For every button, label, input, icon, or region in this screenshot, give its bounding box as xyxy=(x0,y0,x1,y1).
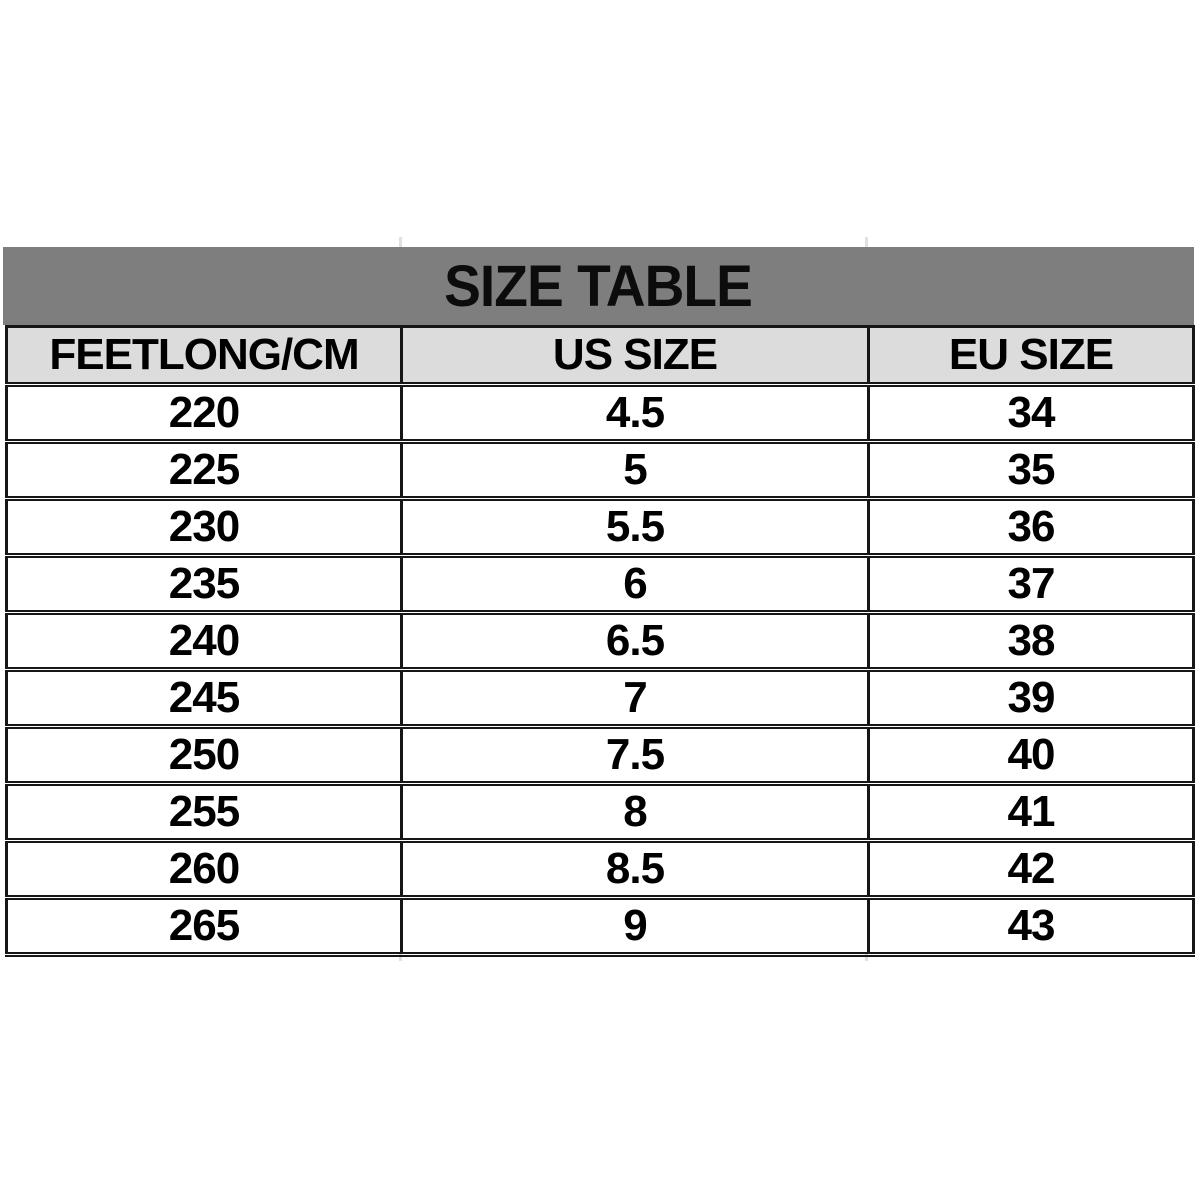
table-title-banner: SIZE TABLE xyxy=(3,247,1194,325)
table-cell: 39 xyxy=(867,667,1195,729)
gridline-ghost xyxy=(399,952,402,961)
table-cell: 8 xyxy=(400,781,870,843)
table-row: 220 4.5 34 xyxy=(5,382,1195,444)
header-row: FEETLONG/CM US SIZE EU SIZE xyxy=(5,325,1195,387)
table-cell: 4.5 xyxy=(400,382,870,444)
table-row: 255 8 41 xyxy=(5,781,1195,843)
table-row: 230 5.5 36 xyxy=(5,496,1195,558)
table-cell: 235 xyxy=(5,553,403,615)
size-table-header: FEETLONG/CM US SIZE EU SIZE xyxy=(5,325,1195,387)
table-row: 245 7 39 xyxy=(5,667,1195,729)
table-cell: 240 xyxy=(5,610,403,672)
table-cell: 6 xyxy=(400,553,870,615)
table-cell: 5.5 xyxy=(400,496,870,558)
table-cell: 245 xyxy=(5,667,403,729)
table-cell: 34 xyxy=(867,382,1195,444)
table-cell: 6.5 xyxy=(400,610,870,672)
table-cell: 7.5 xyxy=(400,724,870,786)
gridline-ghost xyxy=(865,952,868,961)
table-cell: 36 xyxy=(867,496,1195,558)
table-title: SIZE TABLE xyxy=(444,253,754,319)
table-cell: 220 xyxy=(5,382,403,444)
table-cell: 225 xyxy=(5,439,403,501)
table-cell: 7 xyxy=(400,667,870,729)
size-table: FEETLONG/CM US SIZE EU SIZE 220 4.5 34 225 5… xyxy=(5,325,1195,957)
table-cell: 40 xyxy=(867,724,1195,786)
table-row: 235 6 37 xyxy=(5,553,1195,615)
size-table-body: 220 4.5 34 225 5 35 230 5.5 36 235 6 37 240 6.5 38 245 7… xyxy=(5,382,1195,957)
table-row: 240 6.5 38 xyxy=(5,610,1195,672)
table-cell: 255 xyxy=(5,781,403,843)
table-cell: 37 xyxy=(867,553,1195,615)
table-row: 265 9 43 xyxy=(5,895,1195,957)
gridline-ghost xyxy=(399,237,402,247)
column-header-eu-size: EU SIZE xyxy=(867,325,1195,387)
table-cell: 35 xyxy=(867,439,1195,501)
table-row: 250 7.5 40 xyxy=(5,724,1195,786)
column-header-us-size: US SIZE xyxy=(400,325,870,387)
table-cell: 9 xyxy=(400,895,870,957)
table-cell: 38 xyxy=(867,610,1195,672)
table-cell: 250 xyxy=(5,724,403,786)
table-row: 225 5 35 xyxy=(5,439,1195,501)
table-cell: 43 xyxy=(867,895,1195,957)
column-header-feetlong-cm: FEETLONG/CM xyxy=(5,325,403,387)
table-row: 260 8.5 42 xyxy=(5,838,1195,900)
table-cell: 5 xyxy=(400,439,870,501)
table-cell: 8.5 xyxy=(400,838,870,900)
table-cell: 265 xyxy=(5,895,403,957)
table-cell: 230 xyxy=(5,496,403,558)
gridline-ghost xyxy=(865,237,868,247)
table-cell: 260 xyxy=(5,838,403,900)
table-cell: 41 xyxy=(867,781,1195,843)
table-cell: 42 xyxy=(867,838,1195,900)
